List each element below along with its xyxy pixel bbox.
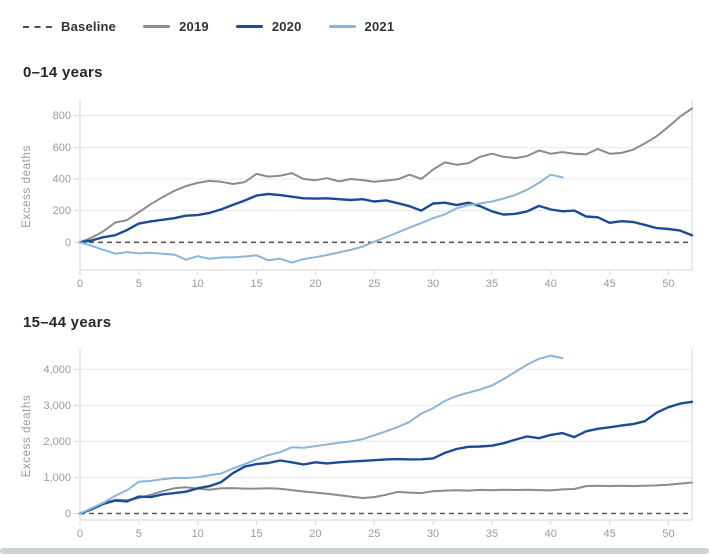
x-tick-label: 50 (662, 278, 674, 287)
y-tick-label: 400 (53, 173, 71, 185)
x-tick-label: 15 (250, 528, 262, 540)
legend-swatch-2021 (328, 25, 356, 28)
legend-item-2019[interactable]: 2019 (143, 19, 209, 34)
chart-15-44-years: 0 1,000 2,000 3,000 4,000 0 5 10 15 20 25 30 35 40 45 5… (0, 340, 709, 540)
x-tick-label: 45 (603, 528, 615, 540)
grid-lines (80, 115, 692, 212)
legend-label: 2019 (179, 19, 209, 34)
series-line-2021 (79, 173, 564, 264)
y-tick-label: 0 (65, 508, 71, 520)
chart-legend: Baseline 2019 2020 2021 (23, 19, 394, 34)
x-tick-label: 20 (309, 528, 321, 540)
y-axis-title: Excess deaths (21, 145, 33, 228)
x-tick-label: 0 (77, 278, 83, 287)
x-tick-label: 5 (136, 528, 142, 540)
x-tick-label: 0 (77, 528, 83, 540)
chart-title-15-44: 15–44 years (23, 314, 112, 331)
axes (79, 349, 693, 521)
legend-swatch-baseline (23, 25, 52, 28)
y-axis-title: Excess deaths (21, 395, 33, 478)
legend-item-2020[interactable]: 2020 (235, 19, 302, 34)
x-tick-label: 10 (192, 278, 204, 287)
x-tick-label: 40 (545, 278, 557, 287)
y-tick-label: 0 (65, 237, 71, 249)
y-tick-label: 200 (53, 205, 71, 217)
x-tick-label: 25 (368, 528, 380, 540)
x-tick-label: 5 (136, 278, 142, 287)
legend-label: 2021 (364, 19, 395, 34)
legend-swatch-2019 (143, 25, 171, 28)
chart-title-0-14: 0–14 years (23, 64, 103, 81)
axes (79, 100, 693, 271)
y-tick-label: 3,000 (43, 400, 71, 412)
chart-svg-0: 0 200 400 600 800 0 5 10 15 20 25 30 35 40 45 50 Excess … (21, 100, 694, 287)
y-axis-ticks: 0 1,000 2,000 3,000 4,000 (43, 364, 79, 520)
horizontal-scrollbar[interactable] (0, 548, 709, 554)
legend-item-baseline[interactable]: Baseline (23, 19, 116, 34)
x-tick-label: 30 (427, 278, 439, 287)
series-line-2020 (78, 400, 694, 515)
series-line-2020 (78, 192, 694, 244)
x-axis-ticks: 0 5 10 15 20 25 30 35 40 45 50 (77, 521, 675, 540)
x-tick-label: 40 (545, 528, 557, 540)
x-tick-label: 45 (603, 278, 615, 287)
series-line-2021 (79, 354, 564, 515)
x-tick-label: 20 (309, 278, 321, 287)
y-tick-label: 1,000 (43, 472, 71, 484)
x-tick-label: 15 (250, 278, 262, 287)
legend-item-2021[interactable]: 2021 (328, 19, 395, 34)
y-tick-label: 2,000 (43, 436, 71, 448)
x-axis-ticks: 0 5 10 15 20 25 30 35 40 45 50 (77, 271, 675, 287)
legend-label: 2020 (271, 19, 302, 34)
grid-lines (80, 368, 692, 478)
series-line-2019 (79, 481, 693, 515)
chart-0-14-years: 0 200 400 600 800 0 5 10 15 20 25 30 35 40 45 50 Excess … (0, 95, 709, 287)
x-tick-label: 25 (368, 278, 380, 287)
y-axis-ticks: 0 200 400 600 800 (53, 110, 79, 249)
series-line-2019 (79, 107, 693, 244)
legend-swatch-2020 (235, 25, 263, 28)
y-tick-label: 600 (53, 142, 71, 154)
y-tick-label: 4,000 (43, 364, 71, 376)
x-tick-label: 50 (662, 528, 674, 540)
legend-label: Baseline (61, 19, 117, 34)
x-tick-label: 35 (486, 528, 498, 540)
x-tick-label: 30 (427, 528, 439, 540)
y-tick-label: 800 (53, 110, 71, 122)
x-tick-label: 35 (486, 278, 498, 287)
x-tick-label: 10 (192, 528, 204, 540)
chart-svg-1: 0 1,000 2,000 3,000 4,000 0 5 10 15 20 25 30 35 40 45 5… (21, 349, 694, 540)
